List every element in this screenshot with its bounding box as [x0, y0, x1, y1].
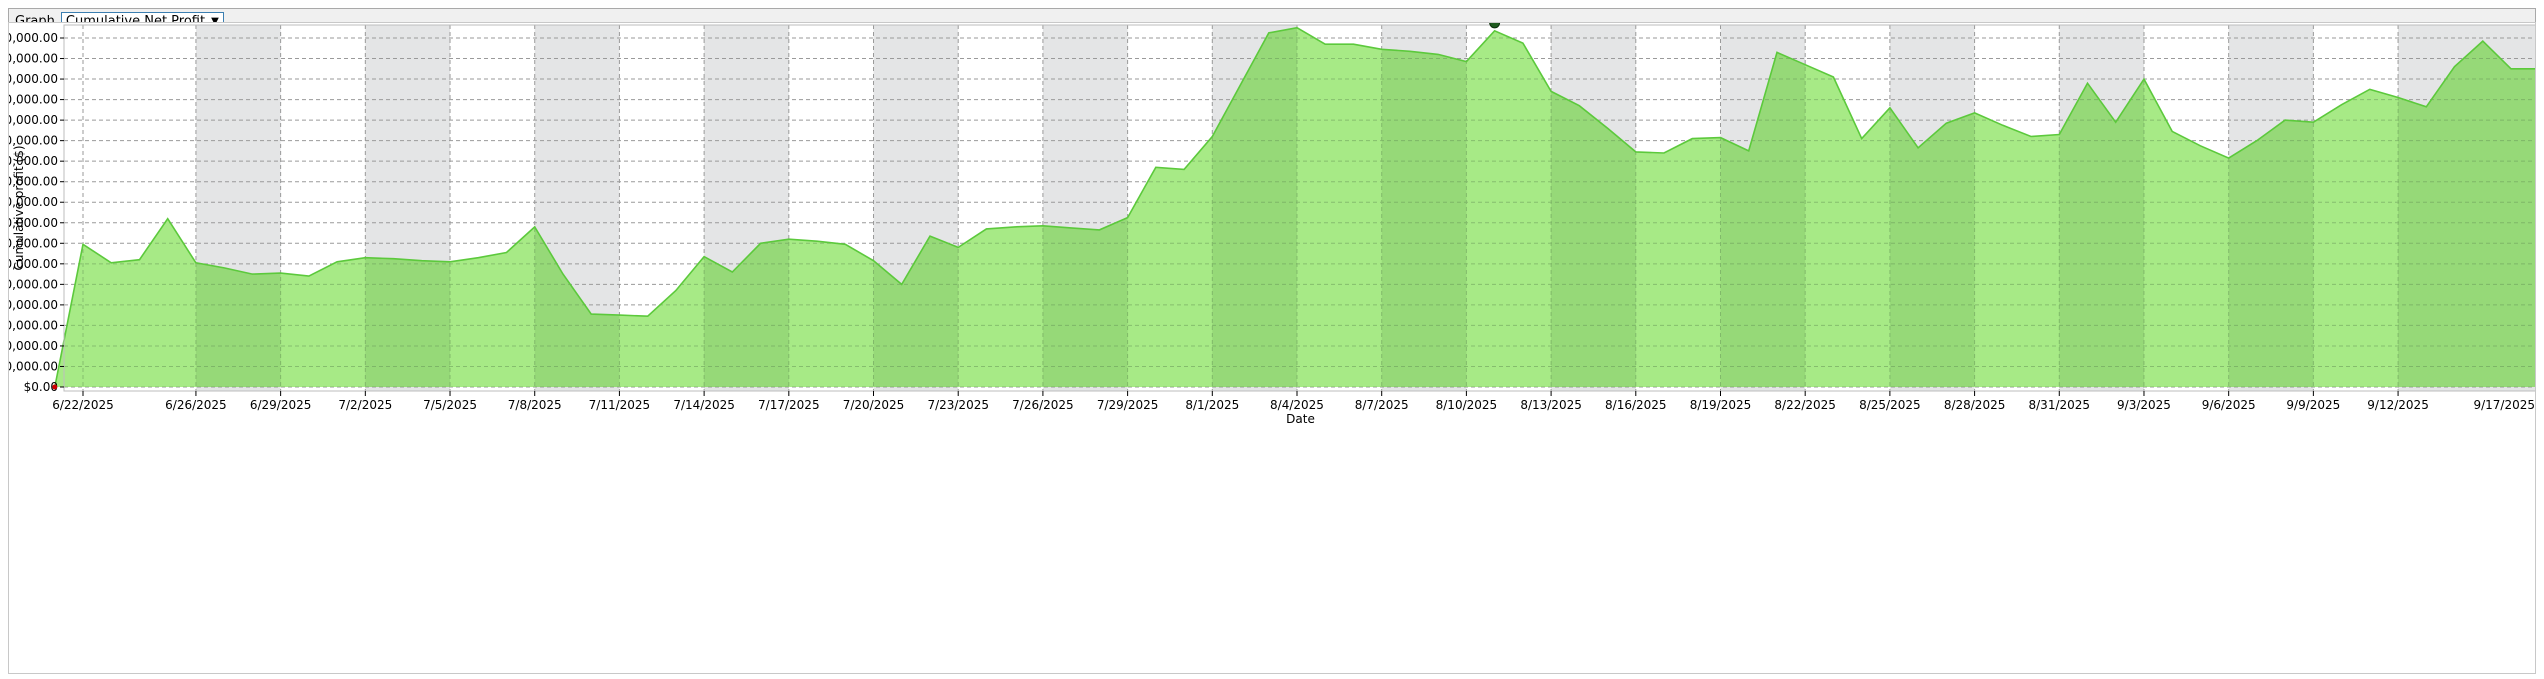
x-tick-label: 8/28/2025	[1944, 398, 2006, 412]
y-tick-label: $40,000.00	[9, 298, 58, 312]
y-tick-label: $130,000.00	[9, 113, 58, 127]
x-tick-label: 9/9/2025	[2286, 398, 2340, 412]
y-tick-label: $110,000.00	[9, 154, 58, 168]
y-tick-label: $120,000.00	[9, 134, 58, 148]
cumulative-profit-chart: $0.00 $10,000.00 $20,000.00 $30,000.00 $40,0…	[0, 17, 2540, 426]
x-tick-label: 7/11/2025	[589, 398, 651, 412]
y-tick-label: $60,000.00	[9, 257, 58, 271]
x-axis-ticks: 6/22/2025 6/26/2025 6/29/2025 7/2/2025 7/5/2…	[52, 391, 2540, 412]
x-tick-label: 7/8/2025	[508, 398, 562, 412]
x-tick-label: 7/2/2025	[338, 398, 392, 412]
y-tick-label: $90,000.00	[9, 195, 58, 209]
profit-line	[54, 26, 2537, 388]
x-tick-label: 8/10/2025	[1436, 398, 1498, 412]
y-tick-label: $50,000.00	[9, 277, 58, 291]
chevron-down-icon: ▼	[211, 16, 219, 27]
x-tick-label: 7/17/2025	[758, 398, 820, 412]
y-tick-label: $80,000.00	[9, 216, 58, 230]
x-tick-label: 7/20/2025	[843, 398, 905, 412]
y-axis-label: Cumulative profit ($)	[12, 145, 26, 270]
y-axis-ticks: $0.00 $10,000.00 $20,000.00 $30,000.00 $40,0…	[0, 31, 64, 394]
x-tick-label: 7/29/2025	[1097, 398, 1159, 412]
x-tick-label: 8/7/2025	[1355, 398, 1409, 412]
x-tick-label: 6/22/2025	[52, 398, 114, 412]
x-tick-label: 8/25/2025	[1859, 398, 1921, 412]
x-tick-label: 9/3/2025	[2117, 398, 2171, 412]
y-tick-label: $100,000.00	[9, 175, 58, 189]
y-tick-label: $0.00	[24, 380, 58, 394]
y-tick-label: $160,000.00	[9, 52, 58, 66]
x-tick-label: 7/23/2025	[927, 398, 989, 412]
chart-panel: $0.00 $10,000.00 $20,000.00 $30,000.00 $40,0…	[0, 17, 2540, 674]
x-tick-label: 7/14/2025	[673, 398, 735, 412]
x-tick-label: 7/5/2025	[423, 398, 477, 412]
x-tick-label: 8/19/2025	[1690, 398, 1752, 412]
x-tick-label: 8/1/2025	[1185, 398, 1239, 412]
x-tick-label: 8/16/2025	[1605, 398, 1667, 412]
y-tick-label: $20,000.00	[9, 339, 58, 353]
x-tick-label: 8/22/2025	[1774, 398, 1836, 412]
y-tick-label: $30,000.00	[9, 318, 58, 332]
y-tick-label: $70,000.00	[9, 236, 58, 250]
x-tick-label: 8/4/2025	[1270, 398, 1324, 412]
x-tick-label: 6/29/2025	[250, 398, 312, 412]
x-tick-label: 9/17/2025	[2473, 398, 2535, 412]
y-tick-label: $10,000.00	[9, 359, 58, 373]
y-tick-label: $170,000.00	[9, 31, 58, 45]
y-tick-label: $140,000.00	[9, 93, 58, 107]
area-band-shade	[1381, 27, 1467, 387]
start-marker	[52, 384, 58, 390]
x-tick-label: 9/12/2025	[2367, 398, 2429, 412]
x-tick-label: 8/31/2025	[2029, 398, 2091, 412]
y-tick-label: $150,000.00	[9, 72, 58, 86]
x-tick-label: 7/26/2025	[1012, 398, 1074, 412]
x-axis-label: Date	[1286, 412, 1315, 426]
x-tick-label: 9/6/2025	[2202, 398, 2256, 412]
x-tick-label: 8/13/2025	[1520, 398, 1582, 412]
x-tick-label: 6/26/2025	[165, 398, 227, 412]
